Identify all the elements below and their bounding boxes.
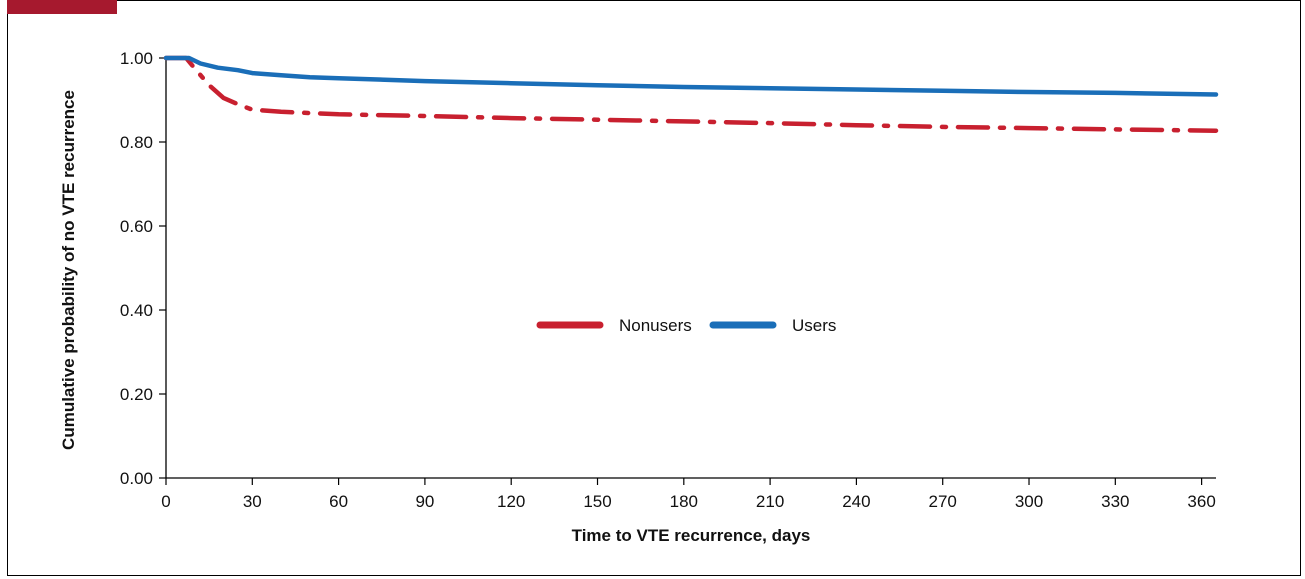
x-tick-label: 150 bbox=[583, 492, 611, 511]
x-tick-label: 300 bbox=[1015, 492, 1043, 511]
legend-label-nonusers: Nonusers bbox=[619, 316, 692, 335]
figure-corner-tab bbox=[7, 0, 117, 14]
y-tick-label: 0.40 bbox=[120, 301, 153, 320]
y-tick-label: 1.00 bbox=[120, 49, 153, 68]
x-tick-label: 210 bbox=[756, 492, 784, 511]
legend: Nonusers Users bbox=[536, 316, 836, 335]
x-tick-label: 330 bbox=[1101, 492, 1129, 511]
figure-frame bbox=[7, 0, 1301, 576]
y-tick-label: 0.60 bbox=[120, 217, 153, 236]
x-tick-label: 240 bbox=[842, 492, 870, 511]
x-tick-label: 30 bbox=[243, 492, 262, 511]
x-tick-label: 360 bbox=[1187, 492, 1215, 511]
y-tick-label: 0.00 bbox=[120, 469, 153, 488]
x-axis-title: Time to VTE recurrence, days bbox=[572, 526, 811, 545]
x-tick-label: 0 bbox=[161, 492, 170, 511]
series-layer bbox=[163, 55, 1219, 133]
y-axis-title: Cumulative probability of no VTE recurre… bbox=[59, 90, 78, 450]
series-line-nonusers bbox=[163, 55, 1219, 133]
axes: 0 30 60 90 120 150 180 210 240 270 300 330 360 0.00 0.… bbox=[120, 49, 1216, 511]
x-tick-label: 270 bbox=[929, 492, 957, 511]
legend-label-users: Users bbox=[792, 316, 836, 335]
y-tick-label: 0.80 bbox=[120, 133, 153, 152]
x-tick-label: 120 bbox=[497, 492, 525, 511]
x-tick-label: 90 bbox=[415, 492, 434, 511]
y-tick-label: 0.20 bbox=[120, 385, 153, 404]
x-tick-label: 180 bbox=[670, 492, 698, 511]
x-tick-label: 60 bbox=[329, 492, 348, 511]
series-line-users bbox=[163, 55, 1219, 97]
